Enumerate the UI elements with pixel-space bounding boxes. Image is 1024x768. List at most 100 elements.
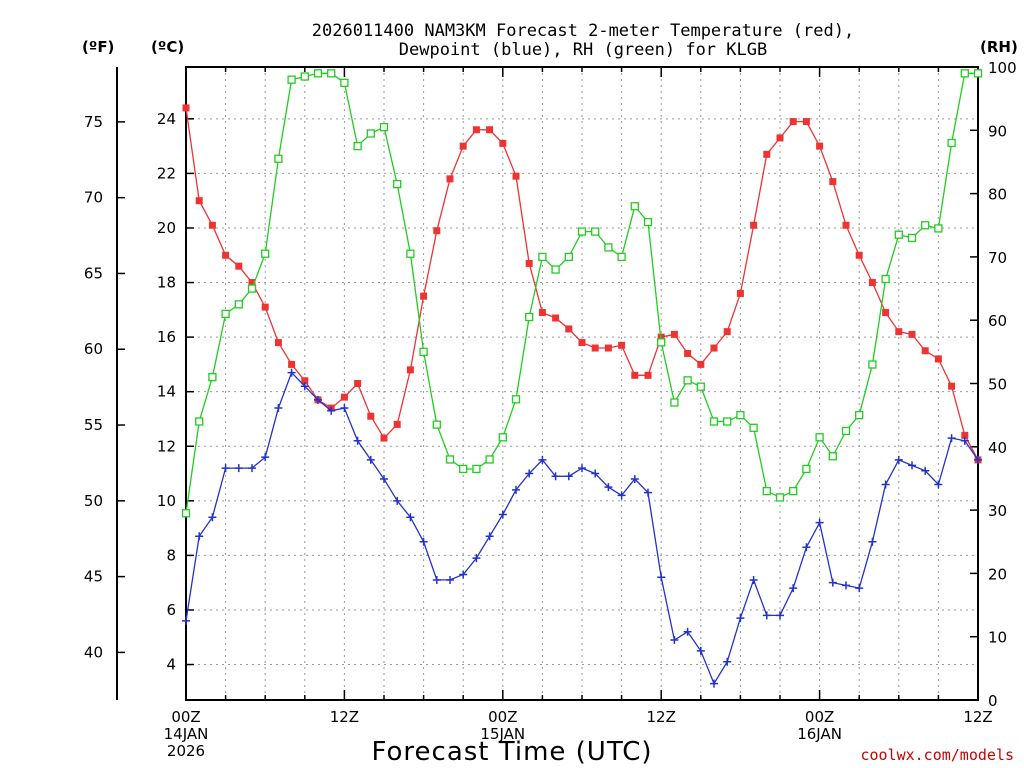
data-point [776, 611, 784, 620]
celsius-tick-label: 8 [166, 546, 176, 564]
data-point [565, 325, 573, 333]
data-point [499, 139, 507, 147]
rh-unit-label: (RH) [980, 38, 1018, 56]
data-point [908, 461, 916, 470]
data-point [591, 469, 600, 478]
x-tick-label: 12Z [647, 708, 676, 726]
celsius-tick-label: 16 [157, 328, 176, 346]
data-point [366, 129, 375, 138]
data-point [578, 464, 586, 473]
data-point [446, 175, 454, 183]
fahrenheit-tick-label: 60 [84, 340, 103, 358]
data-point [802, 543, 811, 552]
data-point [881, 480, 890, 489]
data-point [617, 491, 626, 500]
data-point [287, 75, 296, 84]
data-point [445, 455, 455, 464]
data-point [974, 455, 982, 464]
rh-tick-label: 80 [988, 186, 1007, 204]
data-point [749, 423, 758, 432]
data-point [802, 118, 810, 126]
series-2 [181, 69, 983, 518]
data-point [393, 496, 402, 505]
data-point [736, 289, 744, 297]
data-point [948, 382, 956, 390]
data-point [749, 575, 758, 584]
data-point [208, 513, 217, 522]
data-point [750, 221, 758, 229]
data-point [511, 395, 521, 404]
rh-tick-label: 0 [988, 692, 998, 710]
data-point [182, 616, 190, 625]
rh-tick-label: 40 [988, 439, 1007, 457]
data-point [908, 330, 916, 338]
data-point [841, 426, 851, 436]
data-point [525, 312, 534, 322]
data-point [934, 224, 943, 233]
data-point [406, 249, 415, 258]
data-point [327, 69, 336, 78]
data-point [221, 309, 230, 319]
data-point [828, 452, 837, 461]
data-point [894, 455, 903, 464]
data-point [882, 309, 890, 317]
data-point [367, 412, 375, 420]
data-point [947, 138, 956, 148]
data-point [960, 436, 969, 445]
data-point [842, 221, 850, 229]
data-point [300, 72, 309, 81]
x-tick-label: 2026 [167, 742, 205, 760]
data-point [868, 537, 877, 546]
data-point [459, 142, 467, 150]
x-tick-label: 16JAN [797, 725, 842, 743]
data-point [182, 104, 190, 112]
data-point [498, 433, 507, 442]
data-point [485, 455, 494, 464]
x-tick-label: 00Z [171, 708, 200, 726]
data-point [379, 122, 389, 132]
rh-tick-label: 70 [988, 249, 1007, 267]
data-point [195, 197, 203, 205]
data-point [762, 486, 771, 496]
data-point [763, 150, 771, 158]
data-point [393, 420, 401, 428]
rh-tick-label: 60 [988, 312, 1007, 330]
data-point [248, 279, 256, 287]
data-point [960, 69, 969, 78]
data-point [525, 469, 534, 478]
data-point [684, 349, 692, 357]
data-point [274, 404, 283, 413]
data-point [696, 382, 705, 391]
data-point [446, 575, 454, 584]
data-point [393, 179, 402, 189]
data-point [248, 464, 256, 473]
data-point [525, 259, 533, 267]
data-point [643, 217, 653, 227]
rh-tick-label: 20 [988, 565, 1007, 583]
data-point [274, 339, 282, 347]
data-point [683, 627, 692, 636]
rh-tick-label: 10 [988, 629, 1007, 647]
data-point [235, 262, 243, 270]
data-point [433, 227, 441, 235]
data-point [552, 314, 560, 322]
data-point [419, 537, 428, 546]
data-point [921, 466, 930, 475]
data-point [696, 646, 705, 655]
data-point [261, 303, 269, 311]
data-point [420, 292, 428, 300]
data-point [234, 464, 243, 473]
data-point [894, 230, 903, 239]
data-point [816, 142, 824, 150]
data-point [591, 344, 599, 352]
data-point [340, 393, 348, 401]
data-point [604, 483, 613, 492]
data-point [419, 347, 428, 357]
data-point [472, 554, 481, 563]
data-point [828, 578, 837, 587]
data-point [208, 373, 217, 382]
data-point [907, 233, 917, 243]
data-point [670, 635, 679, 644]
